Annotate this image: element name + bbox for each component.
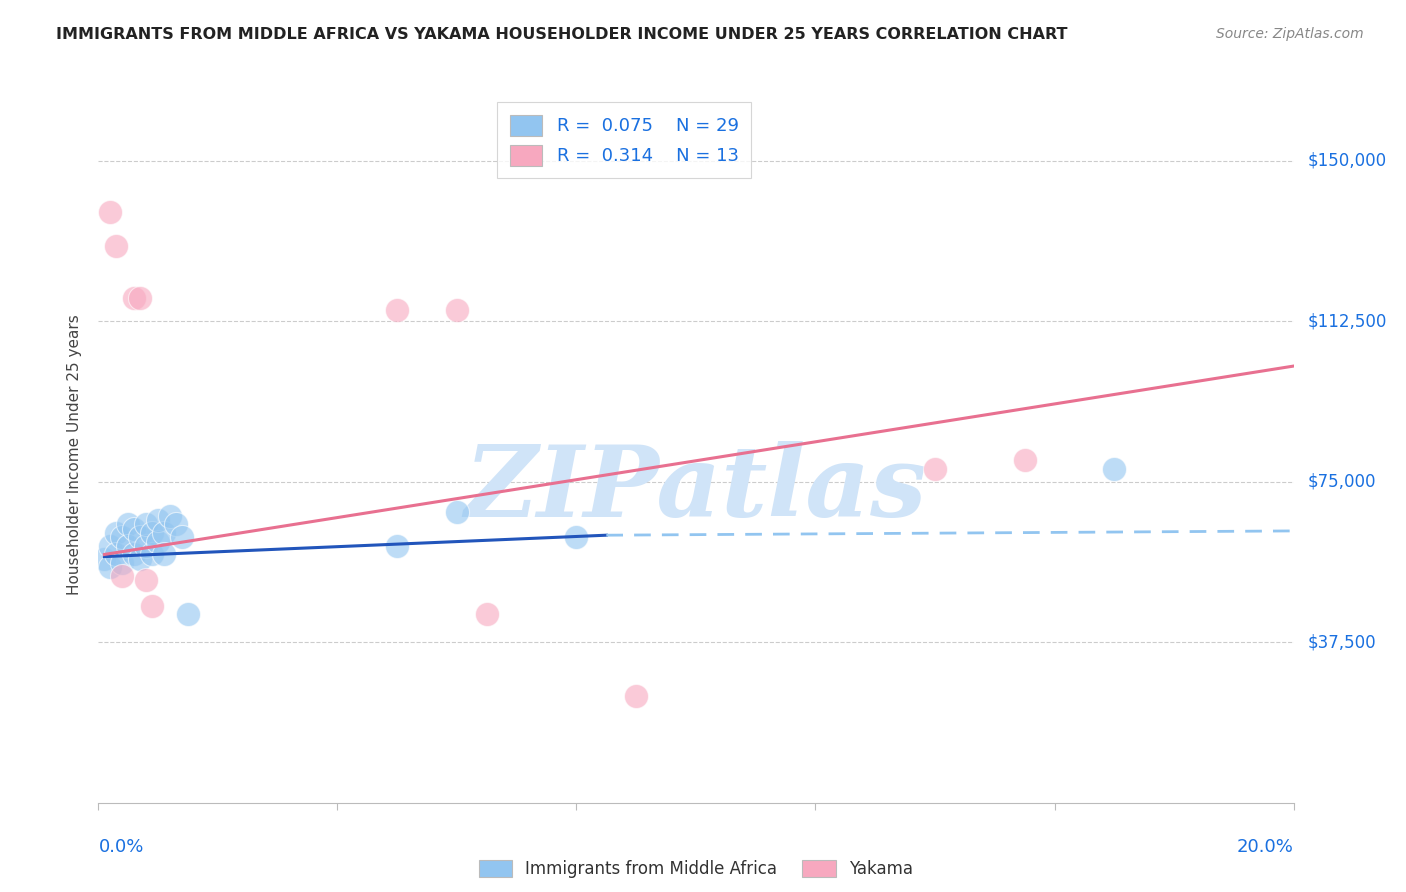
Point <box>385 303 409 318</box>
Point <box>124 548 146 562</box>
Point <box>924 462 946 476</box>
Point <box>98 205 122 219</box>
Point <box>148 513 170 527</box>
Point <box>565 530 588 544</box>
Point <box>446 505 468 519</box>
Point <box>124 291 146 305</box>
Point <box>1104 462 1126 476</box>
Point <box>93 551 115 566</box>
Text: $150,000: $150,000 <box>1308 152 1386 169</box>
Point <box>98 539 122 553</box>
Point <box>135 573 157 587</box>
Point <box>105 548 128 562</box>
Text: $75,000: $75,000 <box>1308 473 1376 491</box>
Point <box>129 291 152 305</box>
Point <box>129 551 152 566</box>
Text: ZIPatlas: ZIPatlas <box>465 442 927 538</box>
Point <box>475 607 498 622</box>
Point <box>129 530 152 544</box>
Point <box>177 607 200 622</box>
Point <box>111 556 134 570</box>
Point <box>98 560 122 574</box>
Point <box>105 526 128 541</box>
Point <box>105 239 128 253</box>
Text: $37,500: $37,500 <box>1308 633 1376 651</box>
Point <box>165 517 187 532</box>
Point <box>153 548 176 562</box>
Point <box>159 508 181 523</box>
Point <box>172 530 194 544</box>
Point <box>624 689 647 703</box>
Point <box>135 517 157 532</box>
Text: 0.0%: 0.0% <box>98 838 143 856</box>
Point <box>446 303 468 318</box>
Text: Source: ZipAtlas.com: Source: ZipAtlas.com <box>1216 27 1364 41</box>
Point <box>1014 453 1036 467</box>
Point <box>148 534 170 549</box>
Point <box>153 526 176 541</box>
Point <box>117 517 139 532</box>
Point <box>124 522 146 536</box>
Legend: Immigrants from Middle Africa, Yakama: Immigrants from Middle Africa, Yakama <box>472 854 920 885</box>
Y-axis label: Householder Income Under 25 years: Householder Income Under 25 years <box>67 315 83 595</box>
Point <box>141 526 163 541</box>
Point <box>111 530 134 544</box>
Point <box>117 539 139 553</box>
Text: $112,500: $112,500 <box>1308 312 1386 330</box>
Text: IMMIGRANTS FROM MIDDLE AFRICA VS YAKAMA HOUSEHOLDER INCOME UNDER 25 YEARS CORREL: IMMIGRANTS FROM MIDDLE AFRICA VS YAKAMA … <box>56 27 1067 42</box>
Point <box>111 569 134 583</box>
Point <box>135 539 157 553</box>
Point <box>385 539 409 553</box>
Point <box>141 599 163 613</box>
Text: 20.0%: 20.0% <box>1237 838 1294 856</box>
Point <box>141 548 163 562</box>
